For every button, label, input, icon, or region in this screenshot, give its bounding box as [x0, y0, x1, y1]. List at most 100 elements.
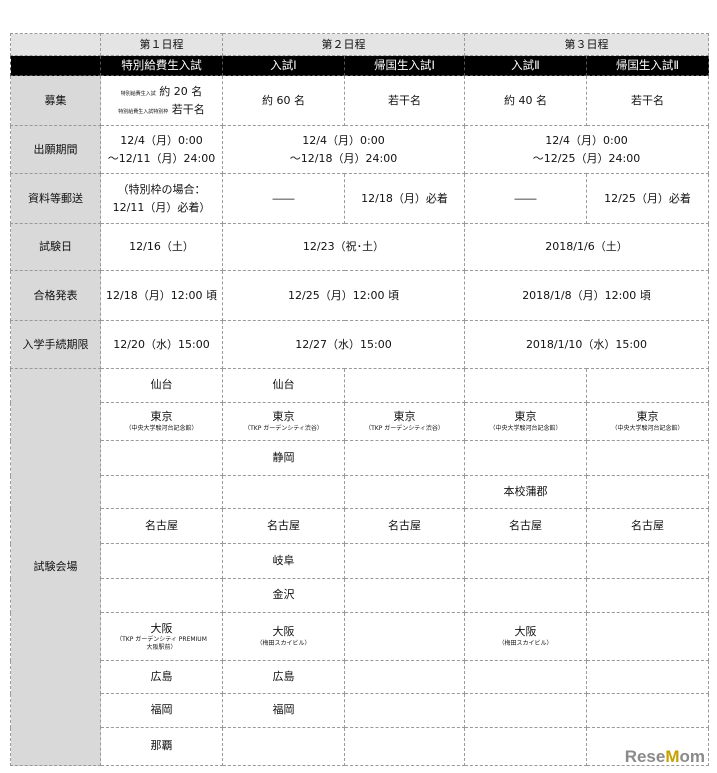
venue-cell: [586, 660, 709, 694]
venue-row: 広島 広島: [11, 660, 709, 694]
venue-cell: [100, 475, 223, 509]
row-label: 資料等郵送: [10, 173, 101, 224]
venue-cell: [586, 612, 709, 661]
venue-place: （TKP ガーデンシティ渋谷）: [365, 424, 444, 432]
venue-cell: 名古屋: [344, 508, 465, 544]
venue-city: 名古屋: [145, 518, 178, 532]
venue-row: 本校蒲郡: [11, 475, 709, 509]
venue-cell: [100, 578, 223, 613]
venue-cell: [222, 727, 345, 766]
venue-cell: 那覇: [100, 727, 223, 766]
venue-cell: [464, 660, 587, 694]
venue-city: 静岡: [272, 450, 295, 464]
venue-row: 福岡 福岡: [11, 693, 709, 728]
venue-row: 岐阜: [11, 543, 709, 579]
venue-city: 大阪: [272, 625, 295, 639]
venue-row: 東京 （中央大学駿河台記念館） 東京 （TKP ガーデンシティ渋谷） 東京 （TKP ガー…: [11, 402, 709, 441]
venue-cell: [344, 612, 465, 661]
venue-cell: 東京 （中央大学駿河台記念館）: [586, 402, 709, 441]
venue-place: （中央大学駿河台記念館）: [125, 424, 198, 432]
venue-cell: 本校蒲郡: [464, 475, 587, 509]
venue-cell: 広島: [100, 660, 223, 694]
venue-row: 静岡: [11, 440, 709, 476]
venue-cell: 東京 （中央大学駿河台記念館）: [464, 402, 587, 441]
venue-cell: 名古屋: [100, 508, 223, 544]
exam-name: 帰国生入試Ⅱ: [586, 55, 709, 76]
venue-cell: 名古屋: [586, 508, 709, 544]
venue-city: 広島: [272, 669, 295, 683]
venue-city: 大阪: [150, 621, 173, 635]
venue-cell: [344, 727, 465, 766]
venue-place: （TKP ガーデンシティ渋谷）: [244, 424, 323, 432]
venue-cell: 大阪 （梅田スカイビル）: [464, 612, 587, 661]
venue-cell: 名古屋: [464, 508, 587, 544]
venue-city: 東京: [150, 410, 173, 424]
venue-cell: [344, 543, 465, 579]
venue-cell: [586, 368, 709, 403]
venue-cell: [464, 727, 587, 766]
venue-city: 仙台: [150, 378, 173, 392]
venue-cell: [344, 660, 465, 694]
venue-cell: [586, 475, 709, 509]
row-label: 合格発表: [10, 270, 101, 321]
venue-city: 金沢: [272, 588, 295, 602]
resemom-logo: ReseMom: [624, 747, 705, 766]
venue-cell: [344, 693, 465, 728]
venue-cell: 東京 （TKP ガーデンシティ渋谷）: [344, 402, 465, 441]
venue-cell: 名古屋: [222, 508, 345, 544]
venue-cell: [464, 693, 587, 728]
venue-cell: 岐阜: [222, 543, 345, 579]
row-shiryo: 資料等郵送 （特別枠の場合： 12/11（月）必着） ―― 12/18（月）必着 …: [10, 173, 709, 224]
venue-cell: 静岡: [222, 440, 345, 476]
exam-name: 入試Ⅰ: [222, 55, 345, 76]
venue-cell: [100, 543, 223, 579]
venue-city: 名古屋: [388, 518, 421, 532]
venue-cell: 大阪 （TKP ガーデンシティ PREMIUM 大阪駅前）: [100, 612, 223, 661]
venue-city: 東京: [514, 410, 537, 424]
exam-name: 特別給費生入試: [100, 55, 223, 76]
venue-city: 名古屋: [631, 518, 664, 532]
venue-cell: [586, 693, 709, 728]
row-tetsuzuki: 入学手続期限 12/20（水）15:00 12/27（水）15:00 2018/…: [10, 320, 709, 369]
venue-city: 名古屋: [509, 518, 542, 532]
venue-cell: [464, 543, 587, 579]
row-label: 募集: [10, 75, 101, 126]
exam-name: 入試Ⅱ: [464, 55, 587, 76]
venue-city: 仙台: [272, 378, 295, 392]
venue-cell: 福岡: [100, 693, 223, 728]
venue-cell: 福岡: [222, 693, 345, 728]
venue-cell: [344, 475, 465, 509]
venue-cell: [344, 578, 465, 613]
row-gokaku: 合格発表 12/18（月）12:00 頃 12/25（月）12:00 頃 201…: [10, 270, 709, 321]
row-label: 試験日: [10, 223, 101, 271]
venue-city: 大阪: [514, 625, 537, 639]
venue-city: 岐阜: [272, 553, 295, 567]
venue-place: （中央大学駿河台記念館）: [489, 424, 562, 432]
venue-cell: 仙台: [100, 368, 223, 403]
venue-city: 福岡: [272, 703, 295, 717]
venue-cell: 仙台: [222, 368, 345, 403]
venue-cell: [222, 475, 345, 509]
row-shutsugan: 出願期間 12/4（月）0:00 ～12/11（月）24:00 12/4（月）0:…: [10, 125, 709, 174]
venue-cell: 大阪 （梅田スカイビル）: [222, 612, 345, 661]
venue-city: 福岡: [150, 703, 173, 717]
venue-row: 那覇: [11, 727, 709, 766]
venue-place: （梅田スカイビル）: [256, 639, 311, 647]
venue-cell: 金沢: [222, 578, 345, 613]
venue-cell: [586, 578, 709, 613]
venue-city: 東京: [636, 410, 659, 424]
exam-schedule-table: 第１日程 第２日程 第３日程 特別給費生入試 入試Ⅰ 帰国生入試Ⅰ 入試Ⅱ 帰国…: [10, 33, 709, 766]
venue-cell: [464, 368, 587, 403]
venue-cell: [344, 368, 465, 403]
venue-city: 本校蒲郡: [503, 484, 548, 498]
venue-cell: 東京 （TKP ガーデンシティ渋谷）: [222, 402, 345, 441]
row-label: 入学手続期限: [10, 320, 101, 369]
venue-row: 名古屋 名古屋 名古屋 名古屋 名古屋: [11, 508, 709, 544]
venue-cell: [586, 727, 709, 766]
row-label: 試験会場: [10, 368, 101, 766]
venue-cell: [586, 440, 709, 476]
venue-city: 広島: [150, 669, 173, 683]
day-header-row: 第１日程 第２日程 第３日程: [10, 33, 709, 56]
venue-row: 大阪 （TKP ガーデンシティ PREMIUM 大阪駅前） 大阪 （梅田スカイビル）大…: [11, 612, 709, 661]
venue-cell: [344, 440, 465, 476]
